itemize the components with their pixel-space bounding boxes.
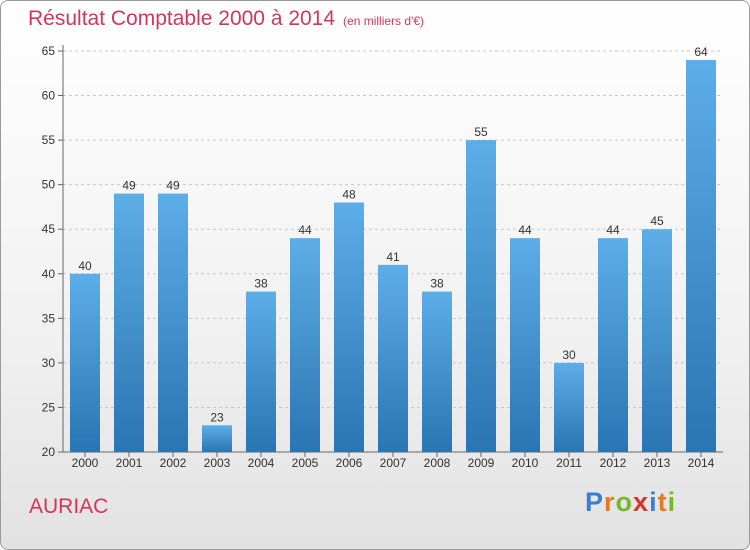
x-tick-label: 2008 bbox=[424, 456, 451, 470]
bar-value-label: 40 bbox=[78, 259, 92, 273]
y-tick-label: 30 bbox=[42, 356, 56, 370]
bar-value-label: 49 bbox=[166, 179, 180, 193]
chart-title: Résultat Comptable 2000 à 2014 (en millie… bbox=[28, 7, 424, 31]
bar-2012 bbox=[598, 238, 628, 452]
x-tick-label: 2000 bbox=[72, 456, 99, 470]
chart-subtitle: (en milliers d'€) bbox=[343, 14, 425, 28]
y-tick-label: 50 bbox=[42, 178, 56, 192]
x-tick-label: 2009 bbox=[468, 456, 495, 470]
bar-value-label: 41 bbox=[386, 250, 400, 264]
x-tick-label: 2012 bbox=[600, 456, 627, 470]
bar-2010 bbox=[510, 238, 540, 452]
bars bbox=[70, 59, 716, 453]
x-tick-label: 2007 bbox=[380, 456, 407, 470]
x-tick-label: 2014 bbox=[688, 456, 715, 470]
bar-2004 bbox=[246, 291, 276, 452]
bar-value-label: 44 bbox=[298, 223, 312, 237]
bar-2013 bbox=[642, 229, 672, 452]
bar-value-label: 64 bbox=[694, 45, 708, 59]
y-tick-label: 65 bbox=[42, 44, 56, 58]
bar-2003 bbox=[202, 425, 232, 452]
bar-2001 bbox=[114, 193, 144, 453]
bar-2008 bbox=[422, 291, 452, 452]
bar-2014 bbox=[686, 59, 716, 453]
x-tick-label: 2002 bbox=[160, 456, 187, 470]
y-tick-label: 60 bbox=[42, 89, 56, 103]
labels: 40 2000 49 2001 49 2002 23 2003 38 2004 44 2005 48 20… bbox=[72, 45, 715, 470]
bar-value-label: 44 bbox=[606, 223, 620, 237]
x-tick-label: 2005 bbox=[292, 456, 319, 470]
y-tick-label: 40 bbox=[42, 267, 56, 281]
bar-value-label: 55 bbox=[474, 125, 488, 139]
commune-name: AURIAC bbox=[29, 495, 109, 518]
x-tick-label: 2004 bbox=[248, 456, 275, 470]
x-tick-label: 2010 bbox=[512, 456, 539, 470]
x-tick-label: 2011 bbox=[556, 456, 582, 470]
bar-2009 bbox=[466, 140, 496, 452]
bar-2002 bbox=[158, 193, 188, 453]
bar-2006 bbox=[334, 202, 364, 452]
bar-value-label: 30 bbox=[562, 348, 576, 362]
bar-value-label: 44 bbox=[518, 223, 532, 237]
y-tick-label: 55 bbox=[42, 133, 56, 147]
x-tick-label: 2001 bbox=[116, 456, 143, 470]
bar-2007 bbox=[378, 264, 408, 452]
bar-2000 bbox=[70, 273, 100, 452]
y-tick-label: 35 bbox=[42, 311, 56, 325]
x-tick-label: 2006 bbox=[336, 456, 363, 470]
y-tick-label: 45 bbox=[42, 222, 56, 236]
bar-value-label: 48 bbox=[342, 187, 356, 201]
y-tick-label: 20 bbox=[42, 445, 56, 459]
x-tick-label: 2003 bbox=[204, 456, 231, 470]
proxiti-logo: Proxiti bbox=[585, 487, 677, 517]
x-tick-label: 2013 bbox=[644, 456, 671, 470]
bar-value-label: 38 bbox=[430, 277, 444, 291]
y-tick-label: 25 bbox=[42, 400, 56, 414]
bar-2011 bbox=[554, 362, 584, 452]
bar-value-label: 45 bbox=[650, 214, 664, 228]
chart-title-main: Résultat Comptable 2000 à 2014 bbox=[28, 7, 336, 30]
bar-value-label: 38 bbox=[254, 277, 268, 291]
bar-value-label: 49 bbox=[122, 179, 136, 193]
bar-value-label: 23 bbox=[210, 410, 224, 424]
bar-2005 bbox=[290, 238, 320, 452]
